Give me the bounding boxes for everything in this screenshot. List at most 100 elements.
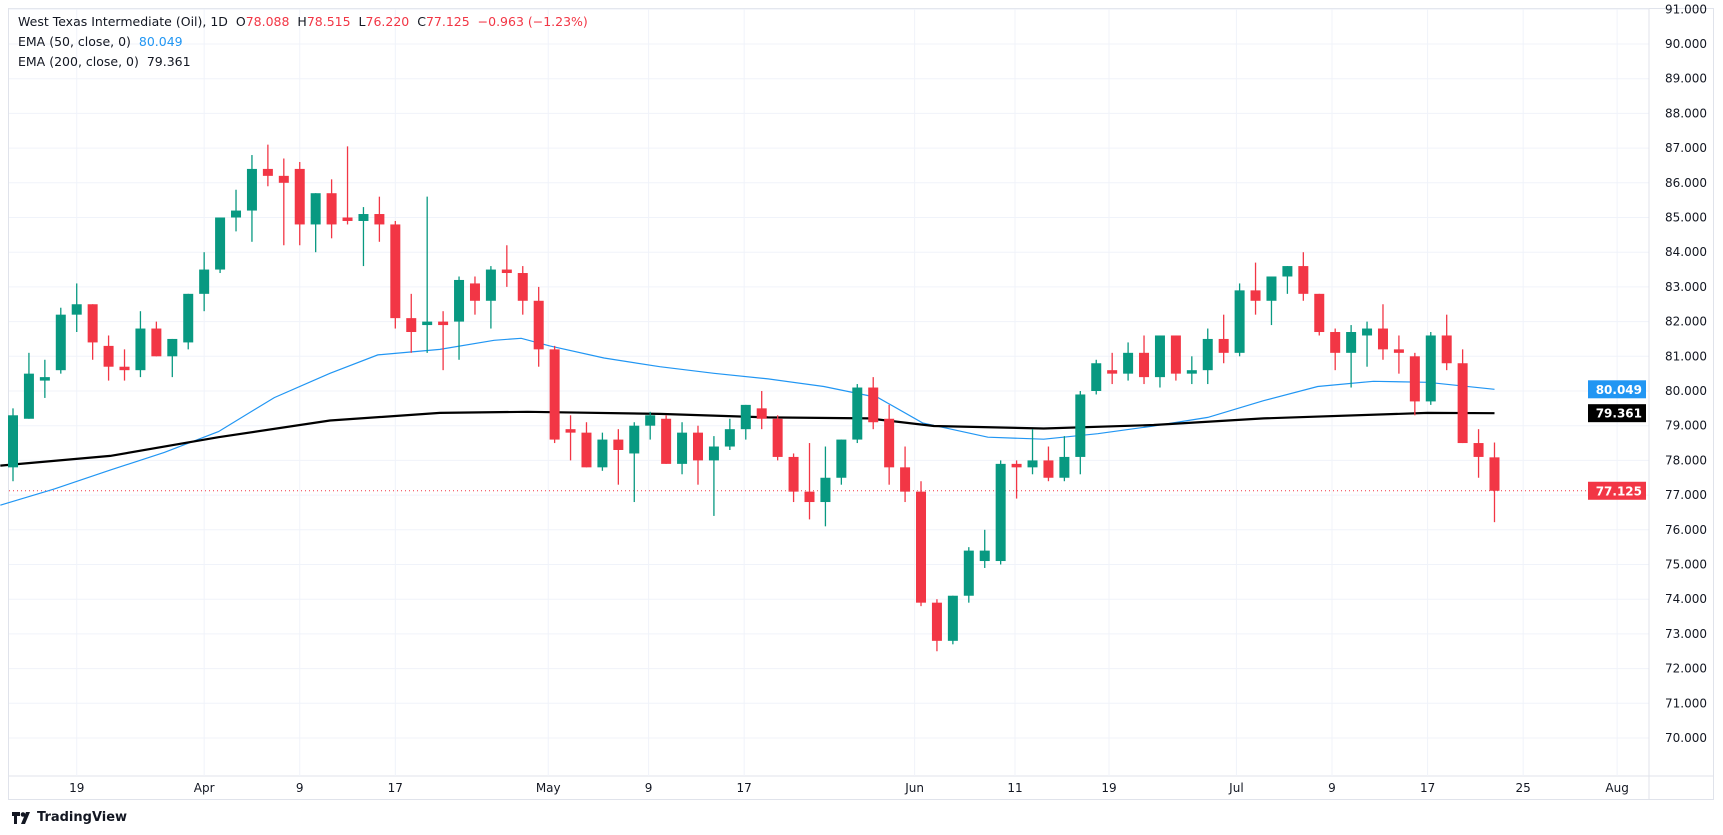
candle-down: [1330, 332, 1341, 353]
candle-up: [597, 439, 608, 468]
candle-down: [1393, 349, 1404, 353]
price-tick-label: 87.000: [1665, 141, 1707, 155]
candle-down: [326, 193, 337, 225]
candle-up: [1266, 276, 1277, 301]
price-tick-label: 82.000: [1665, 315, 1707, 329]
price-tick-label: 78.000: [1665, 453, 1707, 467]
candle-down: [900, 467, 911, 492]
candle-up: [8, 415, 18, 468]
candle-up: [629, 425, 640, 454]
candle-up: [246, 168, 257, 211]
candle-down: [1314, 293, 1325, 333]
candle-up: [485, 269, 496, 301]
candle-down: [294, 168, 305, 225]
price-tick-label: 86.000: [1665, 176, 1707, 190]
last-price-label-bg: [1588, 481, 1646, 500]
candle-down: [788, 456, 799, 492]
candle-down: [1298, 266, 1309, 294]
time-axis[interactable]: 19 Apr 9 17 May 9 17 Jun 11 19 Jul 9 17 25 Aug: [69, 781, 1629, 795]
candle-up: [963, 550, 974, 596]
time-tick-label: Jun: [904, 781, 924, 795]
price-tags: 80.049 79.361 77.125: [1588, 380, 1646, 500]
candle-up: [23, 373, 34, 419]
legend-main: West Texas Intermediate (Oil), 1D O78.08…: [18, 14, 588, 29]
price-tick-label: 70.000: [1665, 731, 1707, 745]
close-value: 77.125: [425, 14, 470, 29]
price-tick-label: 88.000: [1665, 106, 1707, 120]
time-tick-label: 11: [1007, 781, 1022, 795]
candle-down: [438, 321, 449, 326]
candle-up: [708, 446, 719, 461]
candle-down: [374, 214, 385, 225]
candle-down: [151, 328, 162, 357]
open-value: 78.088: [245, 14, 290, 29]
candle-down: [1409, 356, 1420, 402]
tradingview-logo[interactable]: TradingView: [12, 810, 127, 825]
candle-up: [995, 463, 1006, 562]
candle-up: [1075, 394, 1086, 457]
candle-down: [661, 418, 672, 464]
candle-up: [1282, 266, 1293, 277]
candle-up: [677, 432, 688, 464]
candle-down: [581, 432, 592, 468]
candle-down: [262, 168, 273, 176]
candle-up: [724, 429, 735, 447]
candle-down: [1107, 370, 1118, 374]
candle-down: [119, 366, 130, 371]
candle-down: [916, 491, 927, 603]
price-axis[interactable]: 70.000 71.000 72.000 73.000 74.000 75.000 76.0…: [1665, 2, 1707, 745]
candle-up: [199, 269, 210, 294]
price-tick-label: 72.000: [1665, 662, 1707, 676]
candle-down: [1473, 443, 1484, 457]
candle-up: [183, 293, 194, 343]
candle-up: [39, 377, 50, 381]
candle-down: [1250, 290, 1261, 301]
time-tick-label: 17: [388, 781, 403, 795]
candle-up: [820, 477, 831, 503]
candle-up: [1059, 456, 1070, 478]
ema200-line: [0, 410, 1495, 467]
candle-up: [1362, 328, 1373, 336]
price-tick-label: 73.000: [1665, 627, 1707, 641]
legend-ema200[interactable]: EMA (200, close, 0) 79.361: [18, 54, 191, 69]
candle-up: [1154, 335, 1165, 378]
time-tick-label: 17: [1420, 781, 1435, 795]
candle-up: [740, 404, 751, 430]
candle-down: [1441, 335, 1452, 364]
candle-up: [1234, 290, 1245, 353]
candle-down: [1043, 460, 1054, 478]
price-tick-label: 84.000: [1665, 245, 1707, 259]
candle-down: [390, 224, 401, 319]
candle-up: [135, 328, 146, 371]
candle-up: [1425, 335, 1436, 402]
price-tick-label: 89.000: [1665, 72, 1707, 86]
candle-down: [469, 283, 480, 301]
ema200-price-label: 79.361: [1596, 407, 1642, 421]
legend-ema50[interactable]: EMA (50, close, 0) 80.049: [18, 34, 183, 49]
candle-down: [103, 345, 114, 367]
candle-down: [1170, 335, 1181, 374]
candle-down: [613, 439, 624, 450]
price-tick-label: 75.000: [1665, 558, 1707, 572]
candle-down: [931, 602, 942, 641]
candle-down: [549, 349, 560, 440]
time-tick-label: 17: [737, 781, 752, 795]
ema200-value: 79.361: [146, 54, 191, 69]
candle-down: [342, 217, 353, 221]
candle-up: [852, 387, 863, 440]
price-tick-label: 85.000: [1665, 211, 1707, 225]
change-value: −0.963 (−1.23%): [477, 14, 588, 29]
ema50-price-label: 80.049: [1596, 383, 1642, 397]
candle-down: [692, 432, 703, 461]
candle-up: [1202, 338, 1213, 371]
time-tick-label: 9: [296, 781, 304, 795]
candle-down: [1011, 463, 1022, 468]
ema200-price-label-bg: [1588, 404, 1646, 423]
candle-down: [1489, 457, 1500, 491]
candle-down: [884, 418, 895, 468]
time-tick-label: Apr: [194, 781, 215, 795]
candle-down: [1457, 363, 1468, 444]
time-tick-label: Aug: [1605, 781, 1628, 795]
candle-up: [1346, 332, 1357, 353]
